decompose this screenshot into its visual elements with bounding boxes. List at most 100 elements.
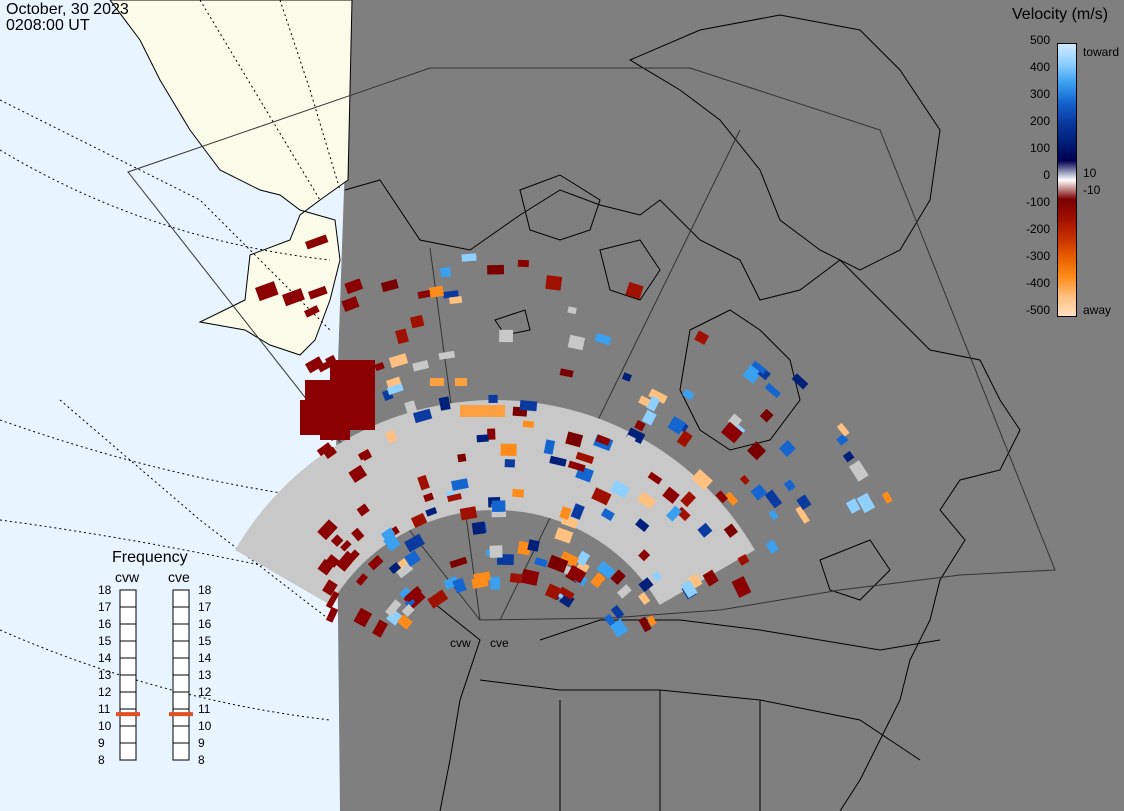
velocity-cell <box>491 500 506 512</box>
velocity-cell <box>559 368 574 378</box>
velocity-cell <box>856 492 876 514</box>
velocity-cell <box>680 579 698 599</box>
velocity-cell <box>476 434 489 443</box>
velocity-cell <box>836 433 849 446</box>
velocity-cell <box>323 446 337 459</box>
velocity-cell <box>848 460 869 482</box>
velocity-cell <box>499 329 514 343</box>
frequency-scales: 18 18 17 17 16 16 15 15 14 14 13 13 12 12 11 11 10 10 9 9 8 8 <box>98 583 212 767</box>
velocity-cell <box>567 334 586 351</box>
velocity-cell <box>565 431 584 448</box>
freq-radar-cve: cve <box>168 569 190 585</box>
velocity-cell <box>325 590 340 609</box>
velocity-cell <box>527 539 540 552</box>
velocity-cell <box>625 281 644 300</box>
velocity-cell <box>401 604 415 617</box>
velocity-cell <box>680 491 697 508</box>
velocity-cell <box>545 275 563 291</box>
velocity-cell <box>647 471 663 485</box>
velocity-cell <box>609 479 631 499</box>
velocity-cell <box>590 572 606 589</box>
velocity-cell <box>522 420 535 428</box>
velocity-cell <box>638 592 651 605</box>
velocity-cell <box>547 554 569 574</box>
velocity-cell <box>449 556 468 569</box>
freq-tick-right: 8 <box>198 753 205 767</box>
velocity-cell <box>635 518 650 533</box>
freq-tick-left: 15 <box>98 634 112 648</box>
velocity-cell <box>388 562 402 575</box>
velocity-cell <box>372 619 388 638</box>
freq-tick-left: 9 <box>98 736 105 750</box>
velocity-cell <box>559 506 572 521</box>
velocity-cell <box>724 491 739 506</box>
velocity-cell <box>554 527 574 544</box>
velocity-cell <box>322 579 338 596</box>
velocity-cell <box>795 505 810 524</box>
velocity-cell <box>575 550 591 567</box>
velocity-cell <box>764 382 782 399</box>
velocity-cell <box>723 523 739 538</box>
velocity-cell <box>715 490 729 504</box>
alaska-land <box>109 0 353 356</box>
velocity-cell <box>395 328 409 345</box>
velocity-cell <box>616 584 632 599</box>
velocity-cell <box>386 383 404 396</box>
velocity-cell <box>603 613 616 627</box>
velocity-cell <box>543 439 556 455</box>
freq-tick-right: 18 <box>198 583 212 597</box>
velocity-cell <box>739 474 750 486</box>
velocity-cell <box>637 491 657 510</box>
freq-tick-right: 13 <box>198 668 212 682</box>
freq-tick-right: 16 <box>198 617 212 631</box>
date-label: October, 30 2023 <box>6 1 129 18</box>
velocity-cell <box>404 400 418 415</box>
velocity-cell <box>567 306 577 315</box>
velocity-cell <box>697 522 713 538</box>
velocity-cell <box>417 289 433 299</box>
velocity-cell <box>451 478 469 491</box>
colorbar-tick: 0 <box>1043 168 1050 182</box>
time-label: 0208:00 UT <box>6 17 90 34</box>
velocity-cell <box>344 278 364 295</box>
velocity-cell <box>425 507 438 517</box>
velocity-cell <box>517 541 532 556</box>
velocity-cell <box>570 503 585 520</box>
velocity-cell <box>610 604 625 620</box>
velocity-cell <box>646 615 657 627</box>
colorbar-tick: 500 <box>1029 33 1050 47</box>
velocity-cell <box>621 372 633 382</box>
velocity-cell <box>442 290 459 299</box>
velocity-cell <box>429 285 445 298</box>
velocity-cell <box>559 551 580 568</box>
velocity-cell <box>404 550 421 567</box>
velocity-cell <box>449 295 463 305</box>
velocity-cells <box>255 234 893 638</box>
frequency-title: Frequency <box>112 549 188 566</box>
velocity-cell <box>397 614 413 630</box>
colorbar-tick: -400 <box>1025 276 1050 290</box>
velocity-cell <box>575 451 595 464</box>
velocity-cell <box>517 259 529 268</box>
velocity-cell <box>410 512 428 529</box>
colorbar-tick: 200 <box>1029 114 1050 128</box>
velocity-cell <box>438 350 456 360</box>
velocity-cell <box>694 330 710 345</box>
velocity-cell <box>452 577 467 594</box>
freq-tick-left: 12 <box>98 685 112 699</box>
velocity-cell <box>353 607 373 628</box>
velocity-cell <box>765 539 779 554</box>
velocity-cell <box>412 359 430 372</box>
velocity-cell <box>609 618 629 638</box>
freq-tick-left: 10 <box>98 719 112 733</box>
velocity-cell <box>348 464 368 483</box>
velocity-cell <box>385 430 398 444</box>
coastlines <box>344 14 1021 811</box>
velocity-cell <box>622 434 636 450</box>
velocity-cell <box>720 421 743 444</box>
velocity-cell <box>512 488 525 498</box>
velocity-cell <box>682 388 695 401</box>
velocity-cell <box>351 527 365 542</box>
colorbar-tick: 100 <box>1029 141 1050 155</box>
